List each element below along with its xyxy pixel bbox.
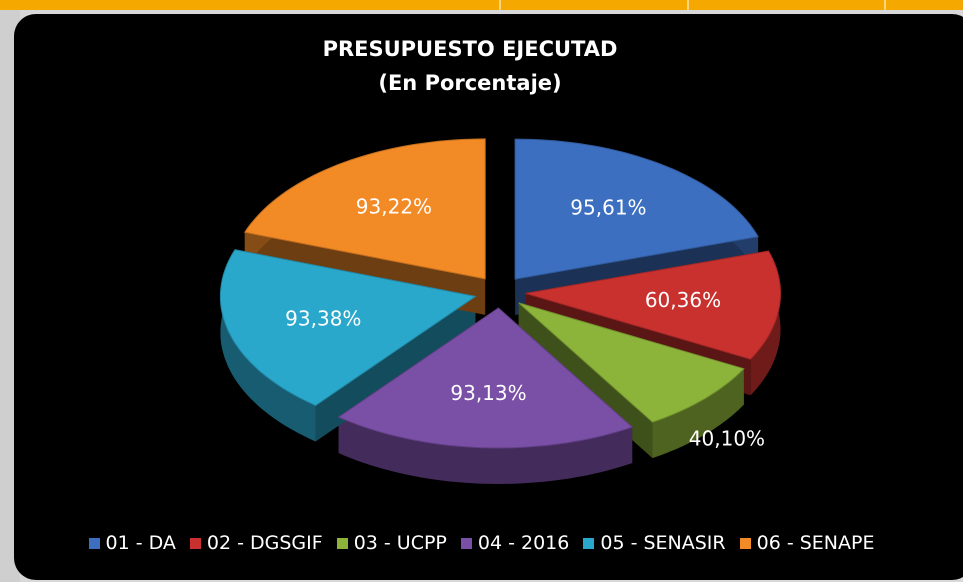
legend-label: 04 - 2016 bbox=[477, 532, 570, 554]
legend-swatch bbox=[189, 537, 201, 549]
slice bbox=[337, 307, 634, 449]
legend-item: 02 - DGSGIF bbox=[189, 532, 323, 554]
chart-panel bbox=[14, 14, 963, 580]
slice bbox=[219, 249, 477, 407]
legend-label: 02 - DGSGIF bbox=[206, 532, 323, 554]
data-label: 93,38% bbox=[285, 307, 361, 331]
legend-item: 03 - UCPP bbox=[336, 532, 447, 554]
slice bbox=[518, 302, 745, 423]
data-label: 93,22% bbox=[356, 195, 432, 219]
data-label: 93,13% bbox=[450, 381, 526, 405]
slice bbox=[525, 250, 781, 360]
legend-item: 01 - DA bbox=[88, 532, 176, 554]
legend: 01 - DA 02 - DGSGIF 03 - UCPP 04 - 2016 05 -… bbox=[0, 532, 963, 554]
legend-swatch bbox=[583, 537, 595, 549]
legend-swatch bbox=[739, 537, 751, 549]
legend-swatch bbox=[336, 537, 348, 549]
legend-label: 05 - SENASIR bbox=[600, 532, 726, 554]
slice bbox=[514, 138, 759, 280]
slice bbox=[243, 138, 486, 280]
legend-swatch bbox=[460, 537, 472, 549]
data-label: 95,61% bbox=[570, 196, 646, 220]
legend-label: 06 - SENAPE bbox=[756, 532, 875, 554]
data-label: 60,36% bbox=[645, 288, 721, 312]
legend-item: 05 - SENASIR bbox=[583, 532, 726, 554]
chart-subtitle: (En Porcentaje) bbox=[378, 71, 561, 95]
legend-item: 04 - 2016 bbox=[460, 532, 570, 554]
slice-side bbox=[652, 368, 744, 459]
legend-label: 03 - UCPP bbox=[353, 532, 447, 554]
top-strip bbox=[0, 0, 963, 10]
slice-side bbox=[338, 417, 633, 484]
legend-item: 06 - SENAPE bbox=[739, 532, 875, 554]
data-label: 40,10% bbox=[689, 427, 765, 451]
legend-swatch bbox=[88, 537, 100, 549]
chart-title: PRESUPUESTO EJECUTAD bbox=[323, 37, 618, 61]
legend-label: 01 - DA bbox=[105, 532, 176, 554]
